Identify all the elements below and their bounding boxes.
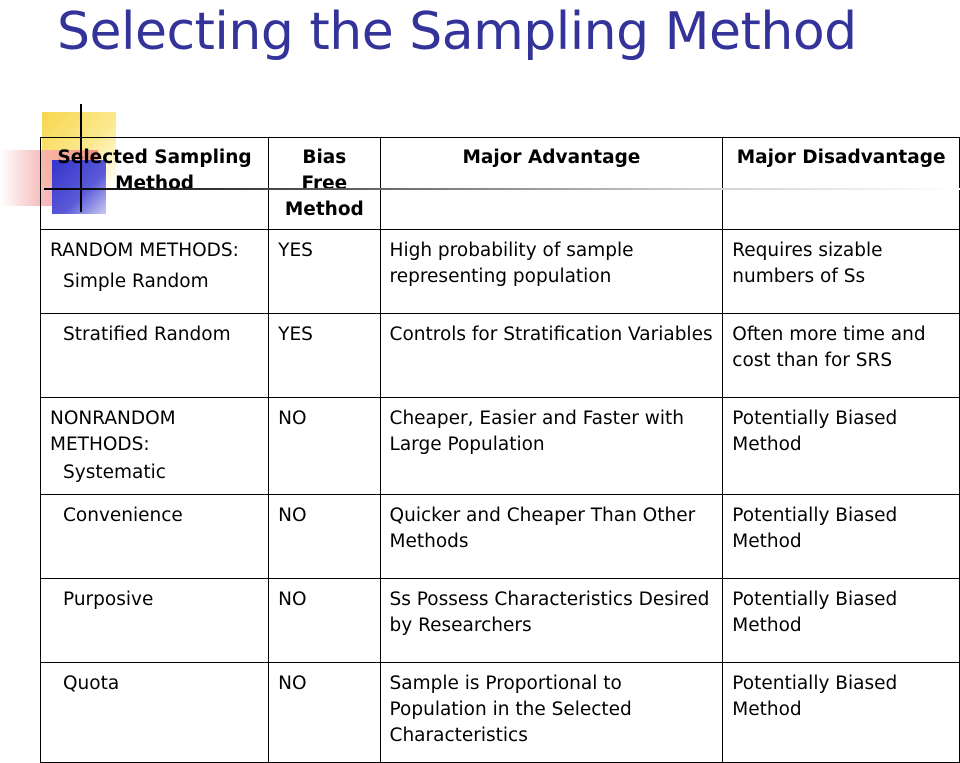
advantage-cell: Sample is Proportional to Population in … (379, 662, 724, 763)
disadvantage-cell: Often more time and cost than for SRS (722, 313, 960, 398)
table-row: RANDOM METHODS: Simple Random YES High p… (39, 229, 960, 314)
bias-free-cell: NO (268, 578, 381, 663)
header-major-advantage: Major Advantage (379, 137, 724, 230)
disadvantage-cell: Potentially Biased Method (722, 578, 960, 663)
advantage-cell: Cheaper, Easier and Faster with Large Po… (379, 397, 724, 495)
table-row: Convenience NO Quicker and Cheaper Than … (39, 494, 960, 579)
table-header-row: Selected Sampling Method Bias Free Metho… (39, 137, 960, 230)
header-selected-method: Selected Sampling Method (39, 137, 270, 230)
method-label: Purposive (63, 589, 154, 610)
advantage-cell: Ss Possess Characteristics Desired by Re… (379, 578, 724, 663)
group-label: NONRANDOM METHODS: (50, 408, 176, 455)
disadvantage-cell: Potentially Biased Method (722, 494, 960, 579)
advantage-cell: Quicker and Cheaper Than Other Methods (379, 494, 724, 579)
table-row: Stratified Random YES Controls for Strat… (39, 313, 960, 398)
method-label: Convenience (63, 505, 183, 526)
header-major-disadvantage: Major Disadvantage (722, 137, 960, 230)
method-label: Systematic (63, 462, 166, 483)
table-row: Quota NO Sample is Proportional to Popul… (39, 662, 960, 763)
method-cell: RANDOM METHODS: Simple Random (39, 229, 270, 314)
bias-free-cell: YES (268, 313, 381, 398)
method-cell: Stratified Random (39, 313, 270, 398)
bias-free-cell: NO (268, 494, 381, 579)
table-row: NONRANDOM METHODS: Systematic NO Cheaper… (39, 397, 960, 495)
disadvantage-cell: Potentially Biased Method (722, 662, 960, 763)
bias-free-cell: YES (268, 229, 381, 314)
method-cell: Purposive (39, 578, 270, 663)
decorative-horizontal-line (44, 188, 960, 190)
method-cell: Convenience (39, 494, 270, 579)
group-label: RANDOM METHODS: (50, 240, 239, 261)
advantage-cell: High probability of sample representing … (379, 229, 724, 314)
sampling-methods-table: Selected Sampling Method Bias Free Metho… (39, 137, 960, 763)
bias-free-cell: NO (268, 662, 381, 763)
advantage-cell: Controls for Stratification Variables (379, 313, 724, 398)
disadvantage-cell: Potentially Biased Method (722, 397, 960, 495)
header-bias-free: Bias Free Method (268, 137, 381, 230)
bias-free-cell: NO (268, 397, 381, 495)
method-label: Stratified Random (63, 324, 231, 345)
table-row: Purposive NO Ss Possess Characteristics … (39, 578, 960, 663)
method-label: Simple Random (63, 271, 209, 292)
method-cell: Quota (39, 662, 270, 763)
disadvantage-cell: Requires sizable numbers of Ss (722, 229, 960, 314)
method-cell: NONRANDOM METHODS: Systematic (39, 397, 270, 495)
method-label: Quota (63, 673, 120, 694)
slide-title: Selecting the Sampling Method (57, 2, 857, 62)
